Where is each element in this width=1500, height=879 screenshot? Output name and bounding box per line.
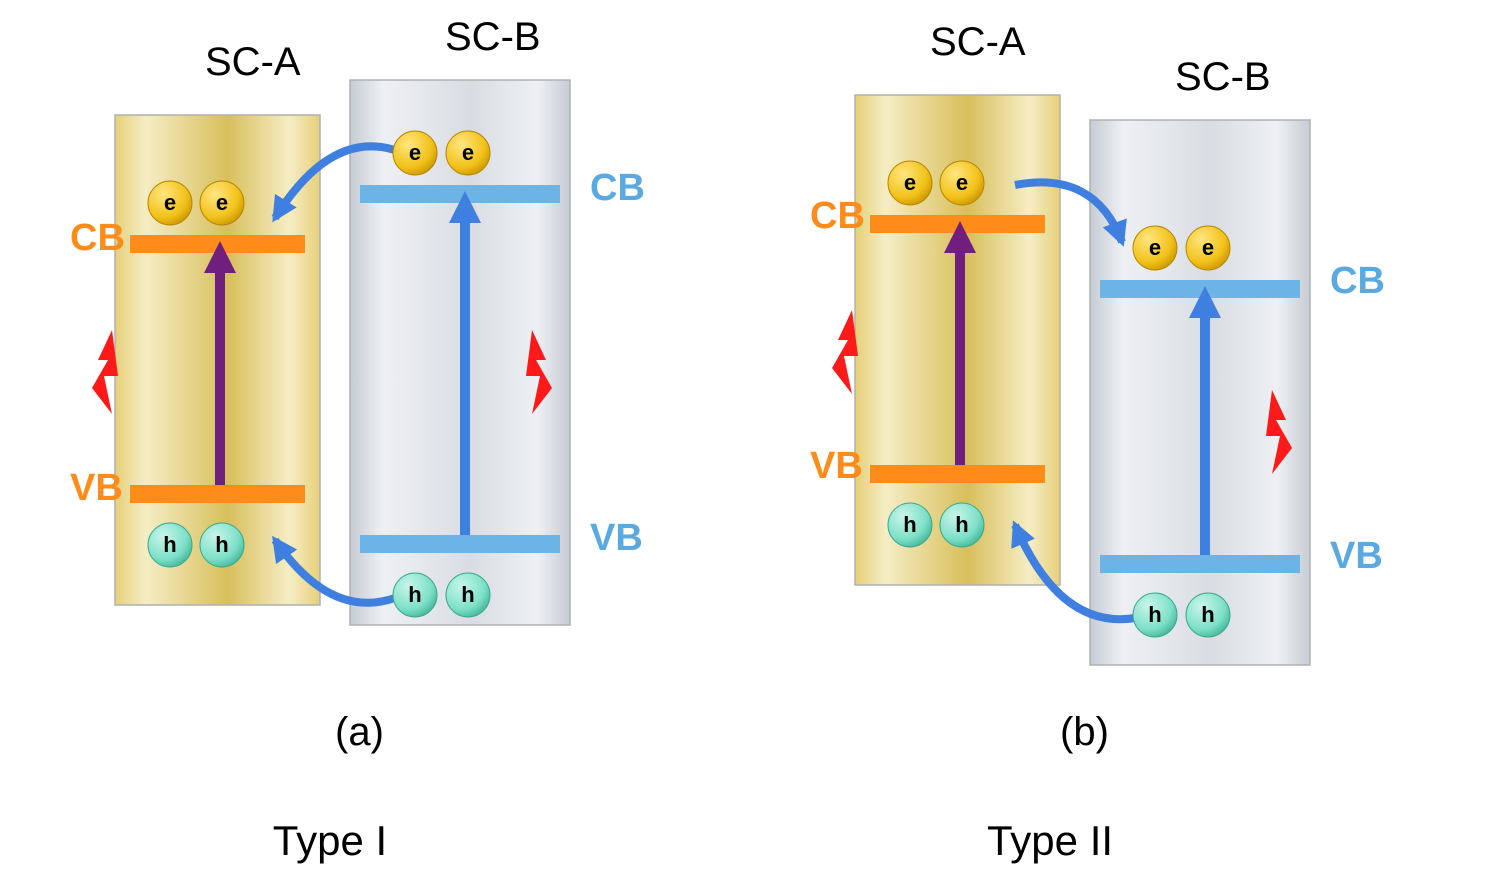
electron-icon: e — [1133, 226, 1177, 270]
band-label: VB — [1330, 535, 1383, 577]
band-bar — [360, 185, 560, 203]
svg-text:e: e — [904, 170, 916, 195]
electron-icon: e — [446, 131, 490, 175]
svg-text:h: h — [408, 582, 421, 607]
type-label: Type I — [273, 817, 387, 864]
electron-icon: e — [200, 181, 244, 225]
band-label: VB — [810, 445, 863, 487]
electron-icon: e — [1186, 226, 1230, 270]
electron-icon: e — [888, 161, 932, 205]
hole-icon: h — [1186, 593, 1230, 637]
hole-icon: h — [446, 573, 490, 617]
electron-icon: e — [393, 131, 437, 175]
svg-text:h: h — [215, 532, 228, 557]
svg-text:h: h — [1201, 602, 1214, 627]
band-label: CB — [70, 217, 125, 259]
hole-icon: h — [200, 523, 244, 567]
diagram-canvas: e e h h e e h h CB VB CB VB SC-A SC-B (a) Type I e e h h e e h… — [0, 0, 1500, 879]
panel-b: e e h h e e h h CB VB CB VB SC-A SC-B (b) Type II — [810, 20, 1385, 864]
band-label: VB — [590, 517, 643, 559]
band-bar — [870, 465, 1045, 483]
hole-icon: h — [148, 523, 192, 567]
electron-icon: e — [940, 161, 984, 205]
hole-icon: h — [393, 573, 437, 617]
band-bar — [1100, 555, 1300, 573]
band-bar — [130, 485, 305, 503]
photon-lightning-icon — [92, 330, 118, 414]
svg-text:e: e — [956, 170, 968, 195]
svg-text:e: e — [409, 140, 421, 165]
sc-title: SC-B — [445, 15, 541, 59]
band-label: CB — [590, 167, 645, 209]
svg-text:h: h — [163, 532, 176, 557]
svg-text:e: e — [216, 190, 228, 215]
band-bar — [360, 535, 560, 553]
sc-title: SC-A — [205, 40, 301, 84]
svg-text:h: h — [903, 512, 916, 537]
band-label: CB — [1330, 260, 1385, 302]
svg-text:e: e — [1149, 235, 1161, 260]
hole-icon: h — [1133, 593, 1177, 637]
svg-text:e: e — [462, 140, 474, 165]
band-label: CB — [810, 195, 865, 237]
hole-icon: h — [888, 503, 932, 547]
panel-tag: (a) — [335, 710, 384, 754]
sc-title: SC-A — [930, 20, 1026, 64]
hole-icon: h — [940, 503, 984, 547]
svg-text:h: h — [461, 582, 474, 607]
type-label: Type II — [987, 817, 1113, 864]
svg-text:e: e — [1202, 235, 1214, 260]
band-bar — [870, 215, 1045, 233]
svg-text:e: e — [164, 190, 176, 215]
band-label: VB — [70, 467, 123, 509]
photon-lightning-icon — [832, 310, 858, 394]
electron-icon: e — [148, 181, 192, 225]
panel-a: e e h h e e h h CB VB CB VB SC-A SC-B (a) Type I — [70, 15, 645, 864]
band-bar — [1100, 280, 1300, 298]
panel-tag: (b) — [1060, 710, 1109, 754]
svg-text:h: h — [955, 512, 968, 537]
band-bar — [130, 235, 305, 253]
svg-text:h: h — [1148, 602, 1161, 627]
sc-title: SC-B — [1175, 55, 1271, 99]
